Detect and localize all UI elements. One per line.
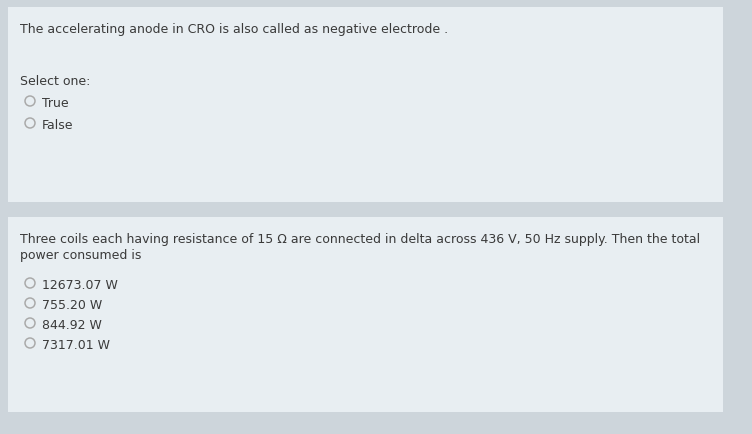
Text: power consumed is: power consumed is [20,248,141,261]
Text: Three coils each having resistance of 15 Ω are connected in delta across 436 V, : Three coils each having resistance of 15… [20,233,700,246]
Text: The accelerating anode in CRO is also called as negative electrode .: The accelerating anode in CRO is also ca… [20,23,448,36]
Text: True: True [42,97,68,110]
Text: 7317.01 W: 7317.01 W [42,338,110,351]
Text: 12673.07 W: 12673.07 W [42,278,118,291]
FancyBboxPatch shape [8,8,723,203]
FancyBboxPatch shape [8,217,723,412]
Text: Select one:: Select one: [20,75,90,88]
Text: 844.92 W: 844.92 W [42,318,102,331]
Text: 755.20 W: 755.20 W [42,298,102,311]
Text: False: False [42,119,74,132]
